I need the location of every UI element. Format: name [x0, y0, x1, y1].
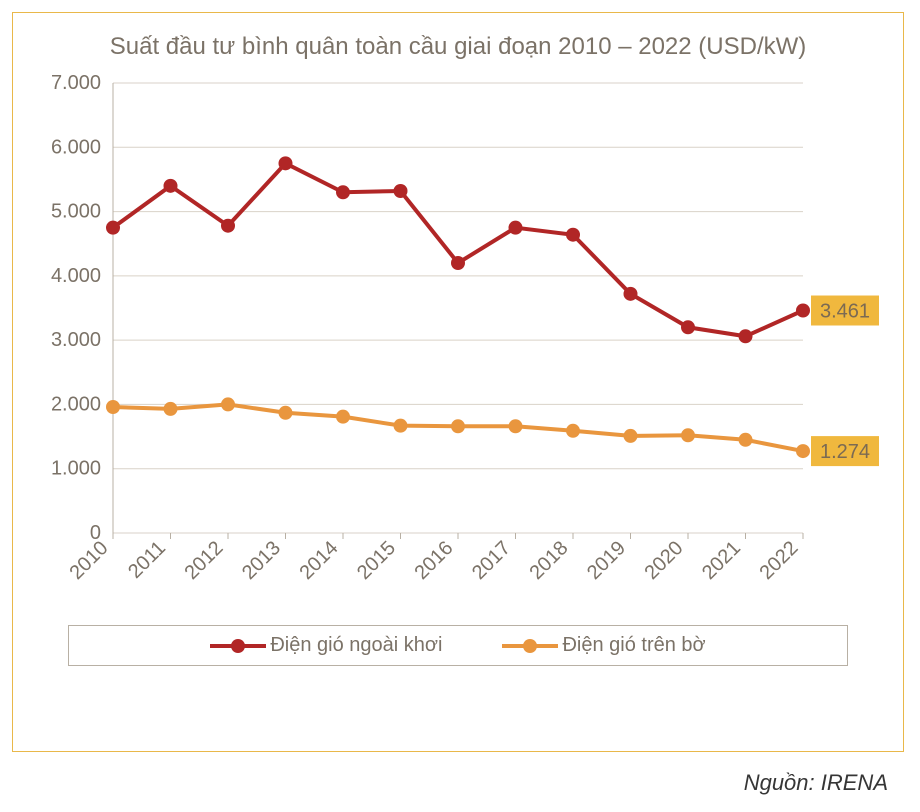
line-chart-svg: 01.0002.0003.0004.0005.0006.0007.0002010… — [23, 73, 893, 613]
svg-text:2022: 2022 — [756, 537, 803, 584]
svg-text:6.000: 6.000 — [51, 137, 101, 159]
svg-text:5.000: 5.000 — [51, 201, 101, 223]
legend: Điện gió ngoài khơi Điện gió trên bờ — [68, 625, 848, 666]
svg-text:2014: 2014 — [296, 537, 343, 584]
legend-label-onshore: Điện gió trên bờ — [562, 634, 705, 657]
source-label: Nguồn: IRENA — [12, 770, 888, 796]
chart-frame: Suất đầu tư bình quân toàn cầu giai đoạn… — [12, 12, 904, 752]
svg-text:7.000: 7.000 — [51, 73, 101, 94]
legend-label-offshore: Điện gió ngoài khơi — [270, 634, 442, 657]
svg-text:3.461: 3.461 — [820, 301, 870, 323]
legend-item-onshore: Điện gió trên bờ — [502, 634, 705, 657]
svg-text:2.000: 2.000 — [51, 394, 101, 416]
svg-text:2010: 2010 — [66, 537, 113, 584]
svg-text:2018: 2018 — [526, 537, 573, 584]
svg-text:2017: 2017 — [468, 537, 515, 584]
svg-text:4.000: 4.000 — [51, 265, 101, 287]
svg-text:2015: 2015 — [353, 537, 400, 584]
svg-text:2011: 2011 — [124, 537, 170, 583]
svg-text:2021: 2021 — [698, 537, 745, 584]
svg-text:1.000: 1.000 — [51, 458, 101, 480]
svg-text:2020: 2020 — [641, 537, 688, 584]
svg-text:2013: 2013 — [238, 537, 285, 584]
svg-text:3.000: 3.000 — [51, 330, 101, 352]
svg-text:2019: 2019 — [583, 537, 630, 584]
svg-text:2016: 2016 — [411, 537, 458, 584]
legend-swatch-offshore — [210, 636, 266, 656]
svg-text:1.274: 1.274 — [820, 441, 870, 463]
svg-text:2012: 2012 — [181, 537, 228, 584]
legend-item-offshore: Điện gió ngoài khơi — [210, 634, 442, 657]
legend-swatch-onshore — [502, 636, 558, 656]
chart-title: Suất đầu tư bình quân toàn cầu giai đoạn… — [63, 31, 853, 63]
plot-area: 01.0002.0003.0004.0005.0006.0007.0002010… — [23, 73, 893, 613]
